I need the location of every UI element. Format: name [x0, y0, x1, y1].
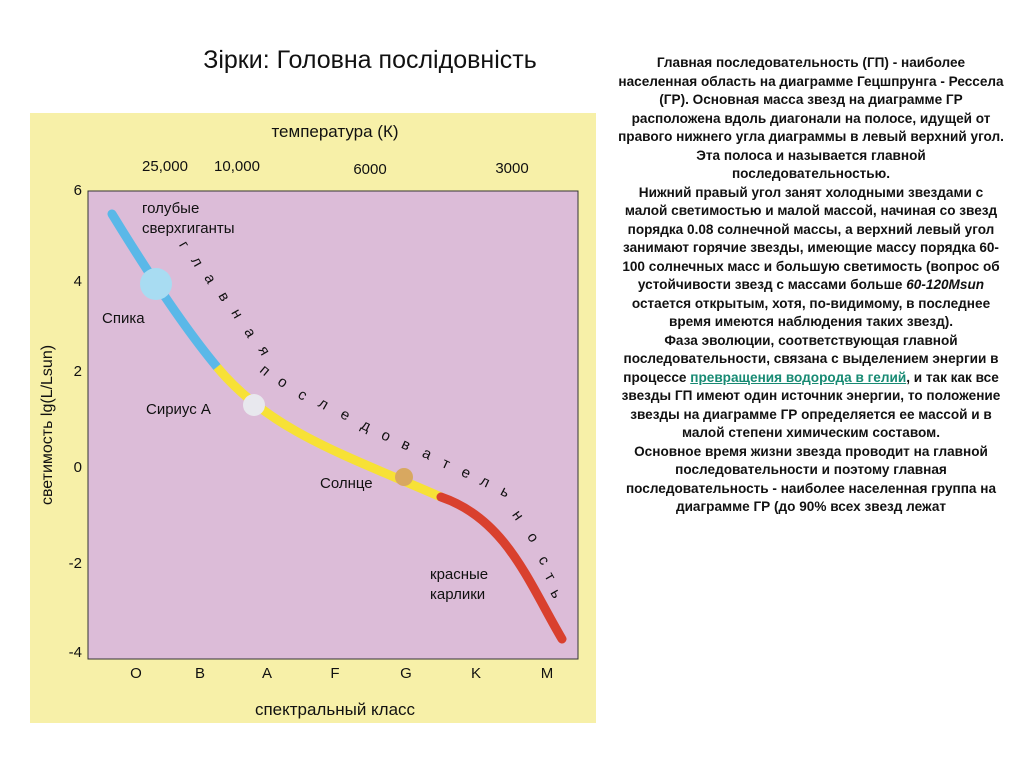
paragraph: Главная последовательность (ГП) - наибол…	[618, 55, 1004, 181]
temperature-tick: 25,000	[142, 158, 188, 175]
spectral-class: F	[330, 665, 339, 682]
red-dwarfs-label: красные	[430, 566, 488, 583]
temperature-axis-label: температура (К)	[271, 122, 398, 141]
hr-diagram: температура (К) 25,000 10,000 6000 3000 …	[30, 113, 596, 723]
hydrogen-helium-link[interactable]: превращения водорода в гелий	[690, 369, 907, 385]
spectral-class: M	[541, 665, 554, 682]
y-tick-label: 6	[74, 182, 82, 199]
paragraph: Нижний правый угол занят холодными звезд…	[622, 184, 1000, 330]
description-text: Главная последовательность (ГП) - наибол…	[618, 54, 1004, 517]
spectral-class: G	[400, 665, 412, 682]
y-tick-label: -4	[69, 644, 82, 661]
y-tick-label: -2	[69, 555, 82, 572]
sun-marker	[395, 468, 413, 486]
blue-supergiants-label: голубые	[142, 200, 199, 217]
temperature-tick: 10,000	[214, 158, 260, 175]
sirius-marker	[243, 394, 265, 416]
slide-title: Зірки: Головна послідовність	[203, 46, 537, 74]
blue-supergiants-label: сверхгиганты	[142, 220, 235, 237]
spectral-class: K	[471, 665, 481, 682]
red-dwarfs-label: карлики	[430, 586, 485, 603]
plot-area	[87, 190, 579, 660]
temperature-tick: 6000	[353, 161, 386, 178]
spectral-class: B	[195, 665, 205, 682]
sirius-label: Сириус А	[146, 401, 211, 418]
temperature-tick: 3000	[495, 160, 528, 177]
sun-label: Солнце	[320, 475, 373, 492]
spectral-class: O	[130, 665, 142, 682]
y-tick-label: 4	[74, 273, 82, 290]
paragraph: Фаза эволюции, соответствующая главной п…	[621, 332, 1001, 441]
main-sequence-cool-segment	[436, 492, 567, 644]
spica-marker	[140, 268, 172, 300]
y-axis-label: светимость lg(L/Lsun)	[39, 345, 56, 505]
spica-label: Спика	[102, 310, 145, 327]
y-tick-label: 2	[74, 363, 82, 380]
mass-range: 60-120Msun	[906, 277, 985, 292]
spectral-class: A	[262, 665, 272, 682]
paragraph: Основное время жизни звезда проводит на …	[625, 443, 997, 515]
x-axis-label: спектральный класс	[255, 700, 416, 719]
y-tick-label: 0	[74, 459, 82, 476]
